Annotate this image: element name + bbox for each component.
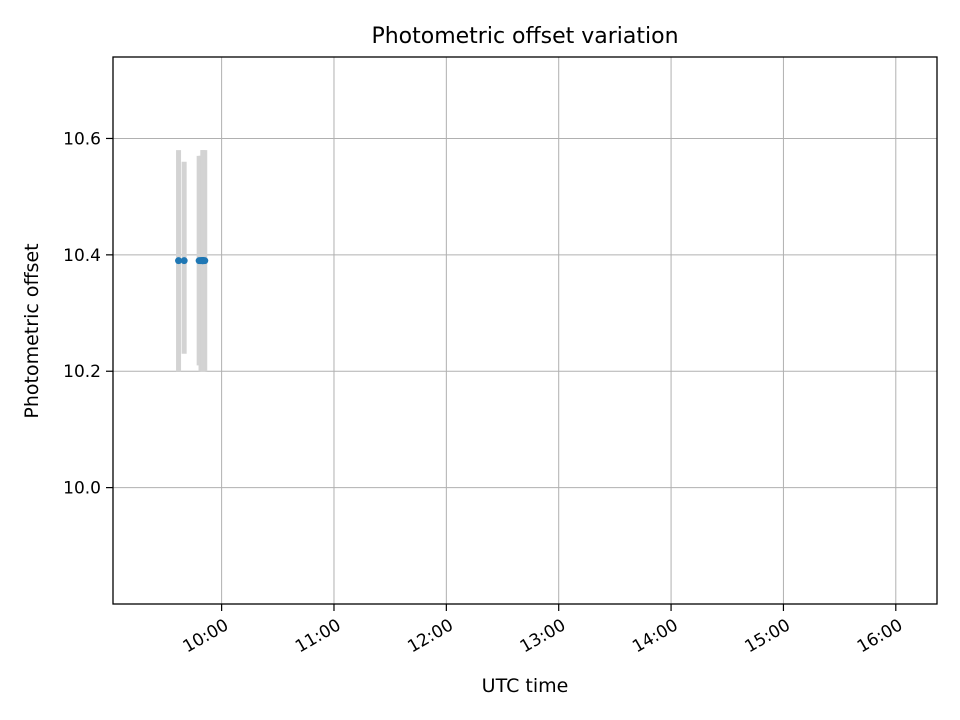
y-tick-label: 10.6 (63, 129, 101, 149)
x-axis-label: UTC time (482, 675, 569, 697)
y-axis-ticks: 10.0 10.2 10.4 10.6 (63, 129, 113, 499)
data-point (199, 257, 207, 265)
y-tick-label: 10.0 (63, 479, 101, 499)
data-point (175, 257, 183, 265)
data-point (180, 257, 188, 265)
chart-title: Photometric offset variation (371, 24, 678, 49)
plot-area-frame (112, 56, 938, 605)
y-tick-label: 10.2 (63, 362, 101, 382)
y-tick-label: 10.4 (63, 246, 101, 266)
grid (113, 57, 937, 604)
y-axis-label: Photometric offset (21, 243, 43, 418)
data-points (175, 257, 209, 265)
